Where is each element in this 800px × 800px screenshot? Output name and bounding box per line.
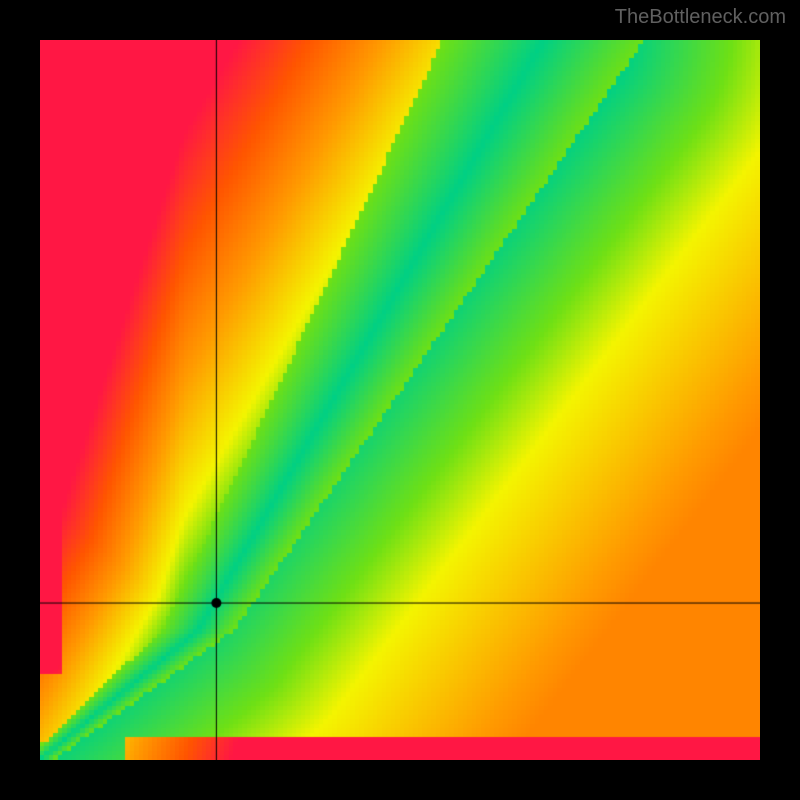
bottleneck-heatmap <box>40 40 760 760</box>
crosshair-overlay <box>40 40 760 760</box>
watermark-text: TheBottleneck.com <box>615 6 786 29</box>
